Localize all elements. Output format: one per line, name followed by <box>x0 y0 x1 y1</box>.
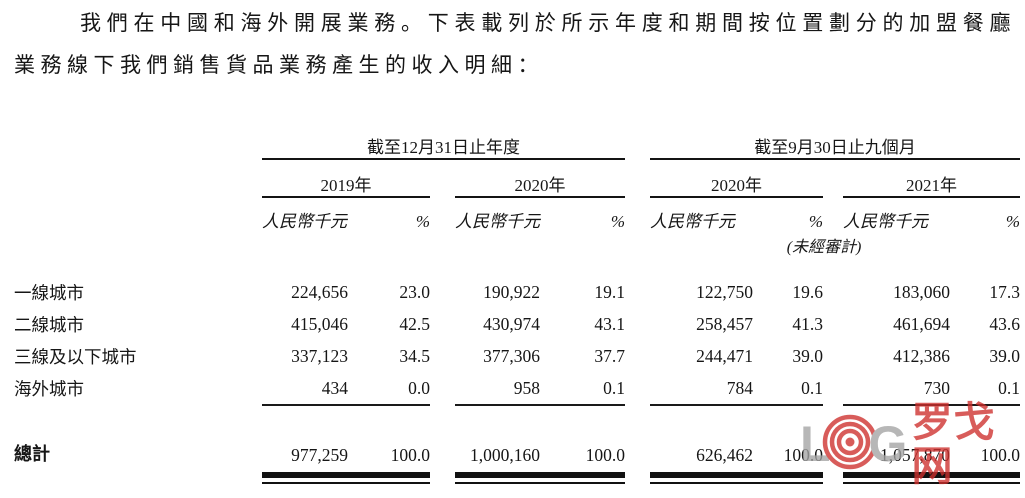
watermark-cjk: 罗戈网 <box>911 399 996 489</box>
cell-value: 730 <box>843 372 951 406</box>
unit-header: 人民幣千元 <box>843 212 929 231</box>
table-row-tier1: 一線城市 224,656 23.0 190,922 19.1 122,750 1… <box>14 276 1020 308</box>
double-rule <box>650 472 754 484</box>
unaudited-row: (未經審計) <box>14 232 1020 258</box>
year-header-row: 2019年 2020年 2020年 2021年 <box>14 159 1021 198</box>
cell-value: 461,694 <box>893 313 951 334</box>
period-group-nine-months: 截至9月30日止九個月 <box>650 113 1021 160</box>
double-rule <box>753 472 824 484</box>
cell-value: 377,306 <box>483 345 540 366</box>
percent-header: % <box>1005 212 1021 231</box>
total-label: 總計 <box>14 444 50 464</box>
cell-value: 337,123 <box>291 345 348 366</box>
cell-value: 412,386 <box>893 345 951 366</box>
cell-value: 224,656 <box>291 281 348 302</box>
cell-value: 0.0 <box>348 372 430 406</box>
unit-header-row: 人民幣千元 % 人民幣千元 % 人民幣千元 % 人民幣千元 % <box>14 197 1020 232</box>
double-rule <box>262 472 348 484</box>
cell-value: 39.0 <box>989 345 1021 366</box>
cell-value: 39.0 <box>792 345 824 366</box>
cell-value: 434 <box>262 372 348 406</box>
table-row-tier2: 二線城市 415,046 42.5 430,974 43.1 258,457 4… <box>14 308 1020 340</box>
logo-watermark: L G 罗戈网 <box>800 400 1025 488</box>
intro-paragraph: 我們在中國和海外開展業務。下表載列於所示年度和期間按位置劃分的加盟餐廳業務線下我… <box>14 11 1016 77</box>
percent-header: % <box>415 212 430 231</box>
year-header-2019: 2019年 <box>262 159 430 198</box>
cell-value: 19.6 <box>792 281 824 302</box>
cell-value: 34.5 <box>399 345 430 366</box>
cell-value: 244,471 <box>696 345 754 366</box>
percent-header: % <box>610 212 626 231</box>
unaudited-note: (未經審計) <box>786 239 862 256</box>
cell-value: 43.1 <box>594 313 626 334</box>
double-rule <box>540 472 626 484</box>
year-header-2020: 2020年 <box>455 159 626 198</box>
cell-value: 43.6 <box>989 313 1021 334</box>
table-row-overseas: 海外城市 434 0.0 958 0.1 784 0.1 730 0.1 <box>14 372 1021 406</box>
unit-header: 人民幣千元 <box>455 212 540 231</box>
cell-value: 183,060 <box>893 281 951 302</box>
total-value: 100.0 <box>390 445 430 465</box>
table-row-tier3: 三線及以下城市 337,123 34.5 377,306 37.7 244,47… <box>14 340 1020 372</box>
table-row-total: 總計 977,259 100.0 1,000,160 100.0 626,462… <box>14 440 1021 484</box>
cell-value: 258,457 <box>696 313 754 334</box>
row-label: 海外城市 <box>14 379 84 399</box>
year-header-2020-9m: 2020年 <box>650 159 824 198</box>
percent-header: % <box>808 212 824 231</box>
cell-value: 19.1 <box>594 281 626 302</box>
double-rule <box>950 472 1021 484</box>
total-value: 1,057,870 <box>880 445 951 465</box>
row-label: 一線城市 <box>14 282 84 303</box>
total-value: 977,259 <box>291 445 348 465</box>
cell-value: 23.0 <box>399 281 430 302</box>
total-value: 626,462 <box>696 445 754 465</box>
total-value: 100.0 <box>980 445 1021 465</box>
cell-value: 122,750 <box>696 281 754 302</box>
double-rule <box>843 472 951 484</box>
cell-value: 0.1 <box>950 372 1021 406</box>
cell-value: 415,046 <box>291 313 348 334</box>
total-value: 1,000,160 <box>470 445 540 465</box>
double-rule <box>455 472 540 484</box>
cell-value: 190,922 <box>483 281 540 302</box>
total-value: 100.0 <box>585 445 626 465</box>
row-label: 三線及以下城市 <box>14 346 137 367</box>
cell-value: 42.5 <box>399 313 430 334</box>
period-group-row: 截至12月31日止年度 截至9月30日止九個月 <box>14 113 1021 160</box>
unit-header: 人民幣千元 <box>262 212 347 231</box>
cell-value: 0.1 <box>753 372 824 406</box>
cell-value: 37.7 <box>594 345 626 366</box>
cell-value: 784 <box>650 372 754 406</box>
period-group-annual: 截至12月31日止年度 <box>262 113 626 160</box>
cell-value: 0.1 <box>540 372 626 406</box>
cell-value: 430,974 <box>483 313 540 334</box>
cell-value: 958 <box>455 372 540 406</box>
revenue-table: 截至12月31日止年度 截至9月30日止九個月 2019年 2020年 2020… <box>14 113 1021 484</box>
cell-value: 17.3 <box>989 281 1021 302</box>
watermark-target-icon <box>822 414 878 475</box>
cell-value: 41.3 <box>792 313 824 334</box>
row-label: 二線城市 <box>14 314 84 335</box>
unit-header: 人民幣千元 <box>650 212 736 231</box>
total-value: 100.0 <box>783 445 824 465</box>
double-rule <box>348 472 430 484</box>
watermark-letter-g: G <box>868 416 908 472</box>
year-header-2021-9m: 2021年 <box>843 159 1021 198</box>
